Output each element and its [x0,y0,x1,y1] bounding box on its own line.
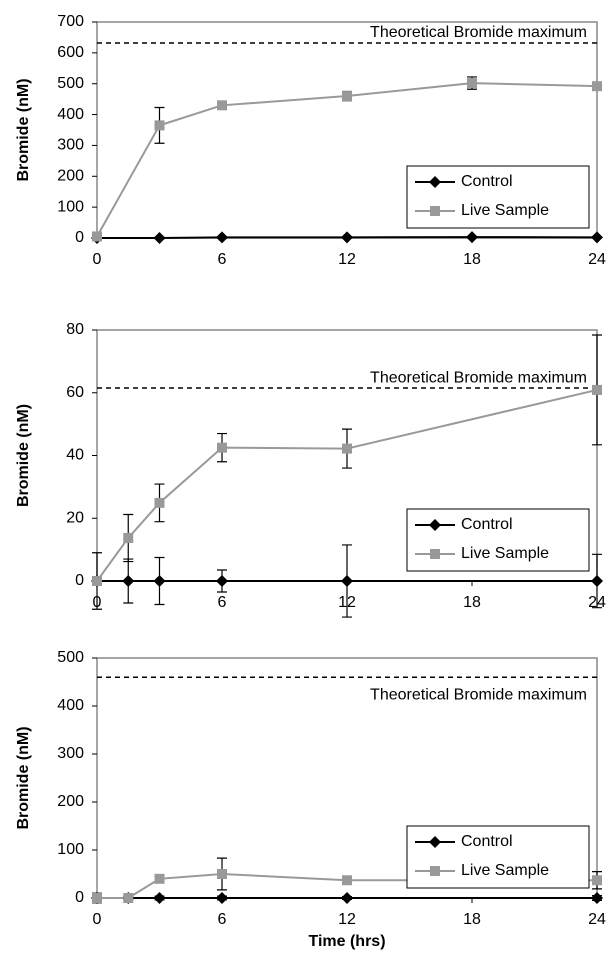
marker [467,78,477,89]
series-line [97,872,597,899]
y-tick-label: 100 [57,841,84,858]
y-tick-label: 300 [57,137,84,154]
series-line [97,236,598,239]
x-tick-label: 0 [93,251,102,268]
y-tick-label: 500 [57,649,84,666]
legend-label: Live Sample [461,545,549,562]
y-tick-label: 40 [66,447,84,464]
series-line [96,82,598,237]
marker [216,231,228,244]
marker [216,892,228,904]
x-tick-label: 6 [218,594,227,611]
marker [341,892,353,904]
y-tick-label: 300 [57,745,84,762]
marker [466,231,478,244]
legend-label: Control [461,173,513,190]
marker [122,575,135,587]
y-axis-label: Bromide (nM) [15,726,32,829]
marker [123,533,134,544]
y-tick-label: 700 [57,13,84,30]
marker [153,232,166,244]
marker [341,575,353,587]
marker [430,549,440,559]
marker [342,875,352,886]
x-tick-label: 0 [93,911,102,928]
x-tick-label: 12 [338,911,356,928]
legend-box [406,165,590,229]
reference-label: Theoretical Bromide maximum [370,369,587,386]
marker [430,206,440,216]
marker [217,100,227,111]
y-tick-label: 80 [66,321,84,338]
marker [92,893,102,903]
x-axis-label: Time (hrs) [308,933,385,950]
legend-label: Live Sample [461,862,549,879]
y-tick-label: 200 [57,168,84,185]
marker [153,575,166,587]
marker [217,869,227,879]
legend-label: Live Sample [461,202,549,219]
y-tick-label: 0 [75,572,84,589]
marker [217,442,227,453]
marker [592,384,602,395]
marker [154,497,165,508]
marker [342,443,352,454]
y-tick-label: 200 [57,793,84,810]
marker [341,231,353,244]
marker [592,81,602,92]
legend-box [406,825,590,889]
y-tick-label: 20 [66,509,84,526]
marker [591,231,603,244]
marker [92,576,102,586]
y-tick-label: 500 [57,75,84,92]
marker [429,176,441,188]
marker [430,866,440,876]
y-axis-label: Bromide (nM) [15,404,32,507]
x-tick-label: 18 [463,594,481,611]
legend-box [406,508,590,572]
marker [592,875,602,886]
marker [216,575,228,587]
x-tick-label: 24 [588,251,606,268]
x-tick-label: 6 [218,911,227,928]
legend-label: Control [461,516,513,533]
series-line [96,388,598,582]
marker [153,892,166,904]
marker [342,91,352,102]
marker [429,836,441,848]
y-tick-label: 0 [75,889,84,906]
x-tick-label: 6 [218,251,227,268]
reference-label: Theoretical Bromide maximum [370,24,587,41]
reference-label: Theoretical Bromide maximum [370,686,587,703]
marker [429,519,441,531]
y-tick-label: 0 [75,229,84,246]
marker [154,873,165,884]
y-axis-label: Bromide (nM) [15,78,32,181]
marker [591,892,603,904]
y-tick-label: 600 [57,44,84,61]
marker [591,575,603,587]
y-tick-label: 60 [66,384,84,401]
x-tick-label: 24 [588,911,606,928]
x-tick-label: 18 [463,251,481,268]
marker [92,231,102,242]
legend-label: Control [461,833,513,850]
x-tick-label: 12 [338,251,356,268]
y-tick-label: 400 [57,697,84,714]
y-tick-label: 100 [57,198,84,215]
x-tick-label: 18 [463,911,481,928]
marker [123,893,134,903]
y-tick-label: 400 [57,106,84,123]
marker [154,120,165,131]
